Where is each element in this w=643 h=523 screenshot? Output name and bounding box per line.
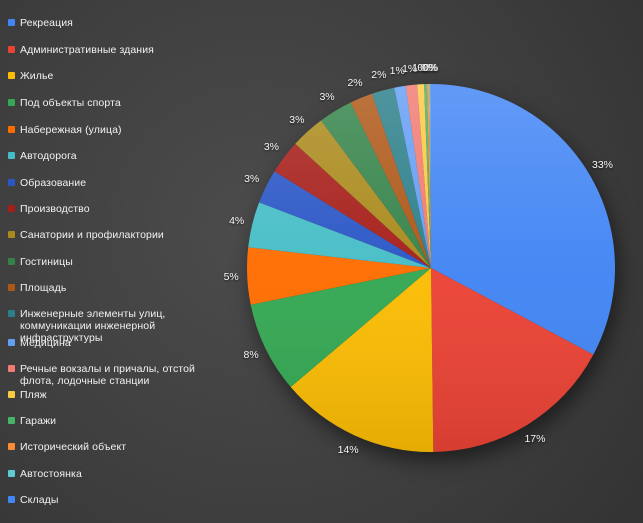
legend-label: Автостоянка — [20, 468, 82, 480]
legend-swatch-icon — [8, 152, 15, 159]
legend-label: Автодорога — [20, 150, 77, 162]
chart-legend: Рекреация Административные здания Жилье Под… — [0, 0, 230, 523]
legend-item-3: Под объекты спорта — [8, 97, 121, 109]
legend-swatch-icon — [8, 179, 15, 186]
legend-item-8: Санатории и профилактории — [8, 229, 164, 241]
legend-label: Под объекты спорта — [20, 97, 121, 109]
legend-swatch-icon — [8, 284, 15, 291]
legend-label: Набережная (улица) — [20, 124, 122, 136]
legend-item-4: Набережная (улица) — [8, 124, 122, 136]
legend-item-7: Производство — [8, 203, 90, 215]
legend-swatch-icon — [8, 99, 15, 106]
legend-label: Медицина — [20, 337, 71, 349]
legend-label: Речные вокзалы и причалы, отстой флота, … — [20, 363, 195, 387]
legend-swatch-icon — [8, 19, 15, 26]
legend-item-12: Медицина — [8, 337, 71, 349]
legend-swatch-icon — [8, 391, 15, 398]
legend-swatch-icon — [8, 417, 15, 424]
legend-label: Рекреация — [20, 17, 73, 29]
legend-swatch-icon — [8, 339, 15, 346]
legend-swatch-icon — [8, 231, 15, 238]
legend-swatch-icon — [8, 258, 15, 265]
legend-swatch-icon — [8, 310, 15, 317]
legend-label: Санатории и профилактории — [20, 229, 164, 241]
legend-item-0: Рекреация — [8, 17, 73, 29]
legend-item-13: Речные вокзалы и причалы, отстой флота, … — [8, 363, 222, 387]
legend-item-18: Склады — [8, 494, 59, 506]
legend-item-6: Образование — [8, 177, 86, 189]
legend-swatch-icon — [8, 496, 15, 503]
legend-item-5: Автодорога — [8, 150, 77, 162]
legend-label: Площадь — [20, 282, 67, 294]
pie-sheen-overlay — [247, 84, 615, 452]
legend-item-14: Пляж — [8, 389, 47, 401]
legend-swatch-icon — [8, 470, 15, 477]
legend-swatch-icon — [8, 365, 15, 372]
legend-label: Инженерные элементы улиц, коммуникации и… — [20, 308, 166, 344]
legend-item-10: Площадь — [8, 282, 66, 294]
legend-label: Исторический объект — [20, 441, 127, 453]
legend-swatch-icon — [8, 72, 15, 79]
legend-label: Образование — [20, 177, 87, 189]
legend-swatch-icon — [8, 126, 15, 133]
legend-item-17: Автостоянка — [8, 468, 82, 480]
legend-label: Гостиницы — [20, 256, 73, 268]
legend-swatch-icon — [8, 443, 15, 450]
legend-swatch-icon — [8, 205, 15, 212]
legend-item-16: Исторический объект — [8, 441, 126, 453]
legend-swatch-icon — [8, 46, 15, 53]
legend-label: Пляж — [20, 389, 47, 401]
legend-item-1: Административные здания — [8, 44, 154, 56]
legend-item-9: Гостиницы — [8, 256, 73, 268]
legend-label: Жилье — [20, 70, 54, 82]
legend-label: Склады — [20, 494, 59, 506]
legend-label: Производство — [20, 203, 90, 215]
legend-label: Гаражи — [20, 415, 57, 427]
legend-item-15: Гаражи — [8, 415, 56, 427]
legend-item-2: Жилье — [8, 70, 54, 82]
legend-item-11: Инженерные элементы улиц, коммуникации и… — [8, 308, 222, 344]
legend-label: Административные здания — [20, 44, 154, 56]
